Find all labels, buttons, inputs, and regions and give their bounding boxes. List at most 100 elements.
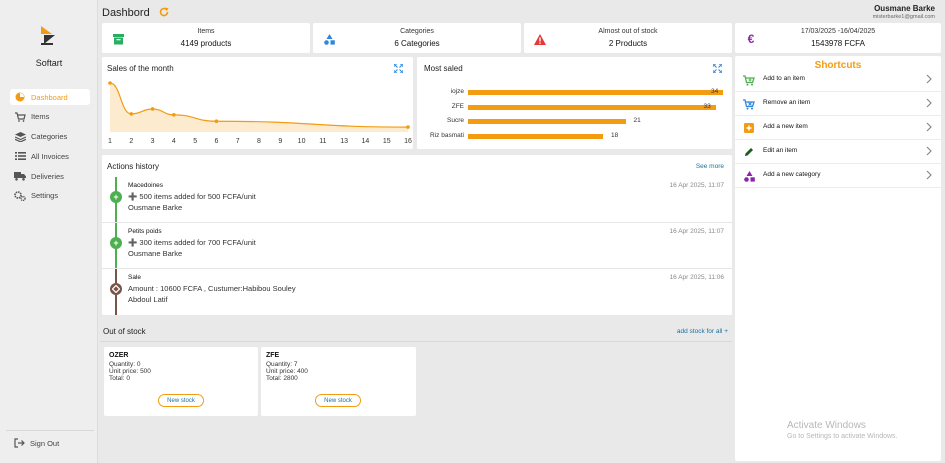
expand-icon[interactable] bbox=[394, 64, 403, 73]
action-detail: ➕ 500 items added for 500 FCFA/unit bbox=[128, 192, 256, 201]
category-icon bbox=[743, 170, 755, 182]
stat-value: 6 Categories bbox=[394, 39, 440, 48]
add-stock-all-link[interactable]: add stock for all + bbox=[676, 328, 728, 335]
pencil-icon bbox=[743, 146, 755, 158]
user-name[interactable]: Ousmane Barke bbox=[874, 4, 935, 13]
bar[interactable] bbox=[468, 119, 626, 124]
shortcut-remove-item[interactable]: Remove an item bbox=[735, 92, 941, 116]
x-tick-label: 11 bbox=[319, 138, 326, 145]
shortcut-add-to-item[interactable]: Add to an item bbox=[735, 68, 941, 92]
user-email: misterbarke1@gmail.com bbox=[872, 14, 935, 20]
x-tick-label: 4 bbox=[172, 138, 176, 145]
sign-out-button[interactable]: Sign Out bbox=[14, 438, 59, 448]
sidebar-item-label: Items bbox=[31, 112, 50, 122]
sidebar-item-all-invoices[interactable]: All Invoices bbox=[10, 148, 90, 164]
x-tick-label: 2 bbox=[129, 138, 133, 145]
shortcuts-panel: Shortcuts Add to an item Remove an item … bbox=[735, 56, 941, 461]
action-row[interactable]: + Macedoines ➕ 500 items added for 500 F… bbox=[102, 177, 732, 223]
sidebar-item-items[interactable]: Items bbox=[10, 109, 90, 125]
shortcut-add-category[interactable]: Add a new category bbox=[735, 164, 941, 188]
sales-point[interactable] bbox=[129, 112, 134, 116]
bar-category-label: Sucre bbox=[447, 117, 464, 124]
sidebar-item-settings[interactable]: Settings bbox=[10, 188, 90, 204]
action-user: Ousmane Barke bbox=[128, 203, 183, 212]
sidebar-divider bbox=[6, 430, 94, 431]
x-tick-label: 16 bbox=[404, 138, 412, 145]
sales-point[interactable] bbox=[150, 107, 155, 111]
bar-value-label: 33 bbox=[703, 102, 711, 110]
cart-icon bbox=[14, 112, 26, 122]
stat-value: 1543978 FCFA bbox=[811, 39, 865, 48]
sign-out-icon bbox=[14, 438, 25, 448]
sales-point[interactable] bbox=[406, 125, 410, 129]
sales-point[interactable] bbox=[172, 113, 176, 117]
action-time: 16 Apr 2025, 11:06 bbox=[669, 274, 724, 281]
action-detail: ➕ 300 items added for 700 FCFA/unit bbox=[128, 238, 256, 247]
shortcut-add-new-item[interactable]: Add a new item bbox=[735, 116, 941, 140]
plus-square-icon bbox=[743, 122, 755, 134]
sidebar: Softart Dashboard Items Categories All I… bbox=[0, 0, 98, 463]
most-saled-chart: iojze 34 ZFE 33 Sucre 21 Riz basmati 18 bbox=[417, 57, 732, 149]
activate-windows-watermark: Activate Windows bbox=[787, 420, 866, 431]
x-tick-label: 1 bbox=[108, 138, 112, 145]
sidebar-item-label: Dashboard bbox=[31, 92, 68, 102]
sidebar-item-label: Settings bbox=[31, 191, 59, 201]
action-row[interactable]: Sale Amount : 10600 FCFA , Custumer:Habi… bbox=[102, 269, 732, 315]
sales-point[interactable] bbox=[214, 119, 219, 124]
bar[interactable] bbox=[468, 104, 716, 110]
refresh-icon[interactable] bbox=[159, 7, 169, 17]
action-detail: Amount : 10600 FCFA , Custumer:Habibou S… bbox=[128, 284, 296, 293]
shortcut-label: Add a new item bbox=[763, 123, 808, 130]
plus-icon: + bbox=[110, 191, 122, 203]
action-user: Abdoul Latif bbox=[128, 295, 168, 304]
bar[interactable] bbox=[468, 90, 723, 95]
chevron-right-icon bbox=[926, 74, 932, 84]
action-time: 16 Apr 2025, 11:07 bbox=[669, 228, 724, 235]
out-of-stock-card: OZER Quantity: 0 Unit price: 500 Total: … bbox=[104, 347, 258, 416]
box-icon bbox=[112, 33, 124, 45]
x-tick-label: 3 bbox=[151, 138, 155, 145]
shapes-icon bbox=[323, 33, 335, 45]
new-stock-button[interactable]: New stock bbox=[315, 394, 361, 407]
bar-category-label: ZFE bbox=[451, 102, 464, 110]
x-tick-label: 15 bbox=[383, 138, 391, 145]
bar-category-label: iojze bbox=[450, 88, 464, 95]
action-row[interactable]: + Petits poids ➕ 300 items added for 700… bbox=[102, 223, 732, 269]
expand-icon[interactable] bbox=[713, 64, 722, 73]
new-stock-button[interactable]: New stock bbox=[158, 394, 204, 407]
stat-card-categories: Categories 6 Categories bbox=[313, 23, 521, 53]
action-title: Sale bbox=[128, 274, 142, 281]
chevron-right-icon bbox=[926, 170, 932, 180]
product-unit-price: Unit price: 400 bbox=[266, 368, 308, 375]
product-quantity: Quantity: 0 bbox=[109, 361, 141, 368]
sale-tag-icon bbox=[110, 283, 122, 295]
bar-value-label: 18 bbox=[611, 131, 619, 139]
sidebar-item-categories[interactable]: Categories bbox=[10, 129, 90, 145]
brand-name: Softart bbox=[35, 58, 63, 68]
x-tick-label: 6 bbox=[214, 138, 218, 145]
product-unit-price: Unit price: 500 bbox=[109, 368, 151, 375]
actions-history-panel: Actions history See more + Macedoines ➕ … bbox=[102, 155, 732, 315]
sidebar-item-label: All Invoices bbox=[31, 151, 69, 161]
stat-value: 4149 products bbox=[180, 39, 232, 48]
sidebar-nav: Dashboard Items Categories All Invoices … bbox=[10, 89, 90, 208]
chevron-right-icon bbox=[926, 122, 932, 132]
stat-card-revenue: € 17/03/2025 -16/04/2025 1543978 FCFA bbox=[735, 23, 941, 53]
bar[interactable] bbox=[468, 133, 603, 139]
stat-card-low-stock: Almost out of stock 2 Products bbox=[524, 23, 732, 53]
sidebar-item-deliveries[interactable]: Deliveries bbox=[10, 168, 90, 184]
sidebar-item-dashboard[interactable]: Dashboard bbox=[10, 89, 90, 105]
out-of-stock-card: ZFE Quantity: 7 Unit price: 400 Total: 2… bbox=[261, 347, 416, 416]
chevron-right-icon bbox=[926, 146, 932, 156]
see-more-link[interactable]: See more bbox=[695, 163, 724, 170]
shortcut-edit-item[interactable]: Edit an item bbox=[735, 140, 941, 164]
x-tick-label: 10 bbox=[298, 138, 306, 145]
action-user: Ousmane Barke bbox=[128, 249, 183, 258]
sales-point[interactable] bbox=[108, 81, 112, 85]
gears-icon bbox=[14, 191, 26, 201]
product-name: ZFE bbox=[266, 352, 280, 359]
stat-label: 17/03/2025 -16/04/2025 bbox=[800, 28, 876, 35]
sales-chart: 1 2 3 4 5 6 7 8 9 10 11 13 14 15 16 bbox=[108, 81, 412, 145]
x-tick-label: 8 bbox=[257, 138, 261, 145]
app-logo-icon bbox=[41, 26, 55, 45]
